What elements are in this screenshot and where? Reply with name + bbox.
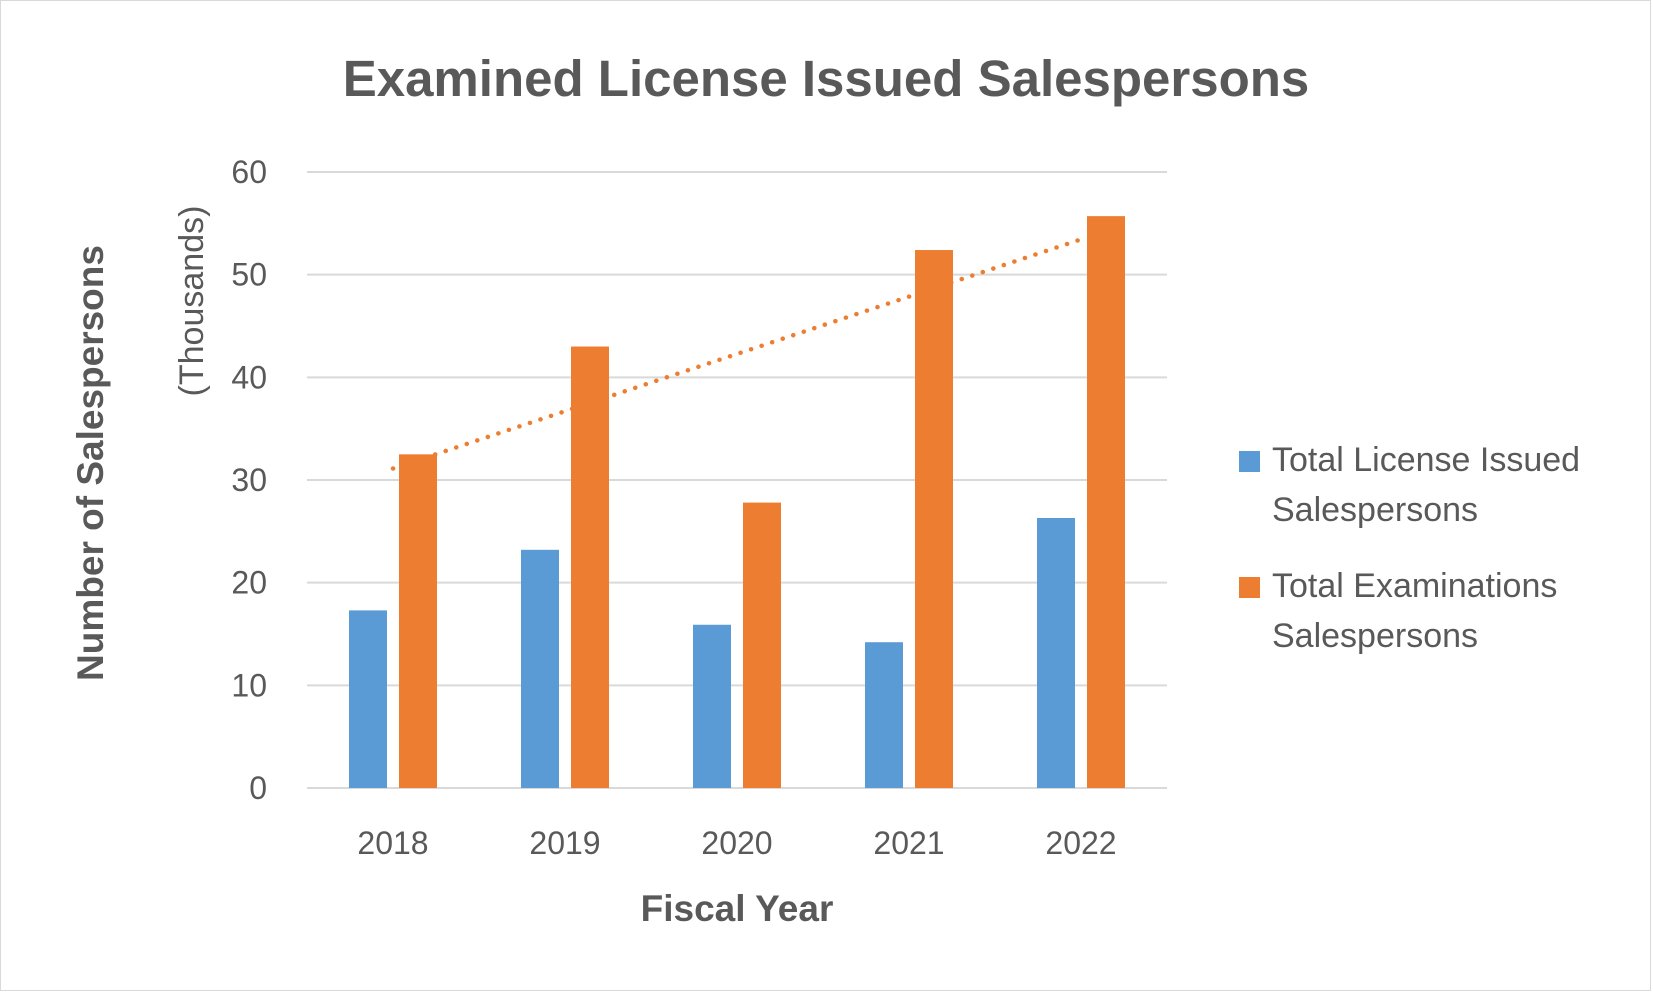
bar-license-issued-2020 xyxy=(693,624,731,788)
y-axis-ticks: 0 10 20 30 40 50 60 xyxy=(231,154,267,806)
legend-label-examinations: Total Examinations xyxy=(1272,567,1557,605)
legend: Total License Issued Salespersons Total Ex… xyxy=(1239,441,1580,655)
y-tick-label: 10 xyxy=(231,667,267,703)
legend-swatch-license-issued xyxy=(1239,451,1260,472)
legend-label-license-issued: Salespersons xyxy=(1272,491,1478,529)
bar-license-issued-2021 xyxy=(865,642,903,788)
y-tick-label: 20 xyxy=(231,565,267,601)
x-tick-label: 2018 xyxy=(357,825,428,861)
chart-title: Examined License Issued Salespersons xyxy=(343,50,1310,107)
legend-label-examinations: Salespersons xyxy=(1272,617,1478,655)
x-tick-label: 2020 xyxy=(701,825,772,861)
y-axis-title: Number of Salespersons xyxy=(70,245,111,681)
bar-examinations-2021 xyxy=(915,250,953,788)
x-axis-title: Fiscal Year xyxy=(641,888,834,929)
y-tick-label: 50 xyxy=(231,257,267,293)
x-axis-ticks: 2018 2019 2020 2021 2022 xyxy=(357,825,1116,861)
bars xyxy=(349,216,1125,788)
bar-examinations-2022 xyxy=(1087,216,1125,788)
x-tick-label: 2022 xyxy=(1045,825,1116,861)
trendline xyxy=(390,237,1084,471)
bar-license-issued-2018 xyxy=(349,610,387,788)
legend-label-license-issued: Total License Issued xyxy=(1272,441,1580,479)
y-axis-subtitle: (Thousands) xyxy=(173,206,211,397)
bar-examinations-2019 xyxy=(571,346,609,788)
x-tick-label: 2021 xyxy=(873,825,944,861)
y-tick-label: 30 xyxy=(231,462,267,498)
trendline-examinations xyxy=(390,237,1084,471)
bar-examinations-2018 xyxy=(399,454,437,788)
bar-examinations-2020 xyxy=(743,502,781,788)
y-tick-label: 60 xyxy=(231,154,267,190)
y-tick-label: 40 xyxy=(231,359,267,395)
gridlines xyxy=(307,171,1167,789)
y-tick-label: 0 xyxy=(249,770,267,806)
legend-swatch-examinations xyxy=(1239,577,1260,598)
bar-license-issued-2019 xyxy=(521,549,559,788)
x-tick-label: 2019 xyxy=(529,825,600,861)
bar-license-issued-2022 xyxy=(1037,517,1075,788)
